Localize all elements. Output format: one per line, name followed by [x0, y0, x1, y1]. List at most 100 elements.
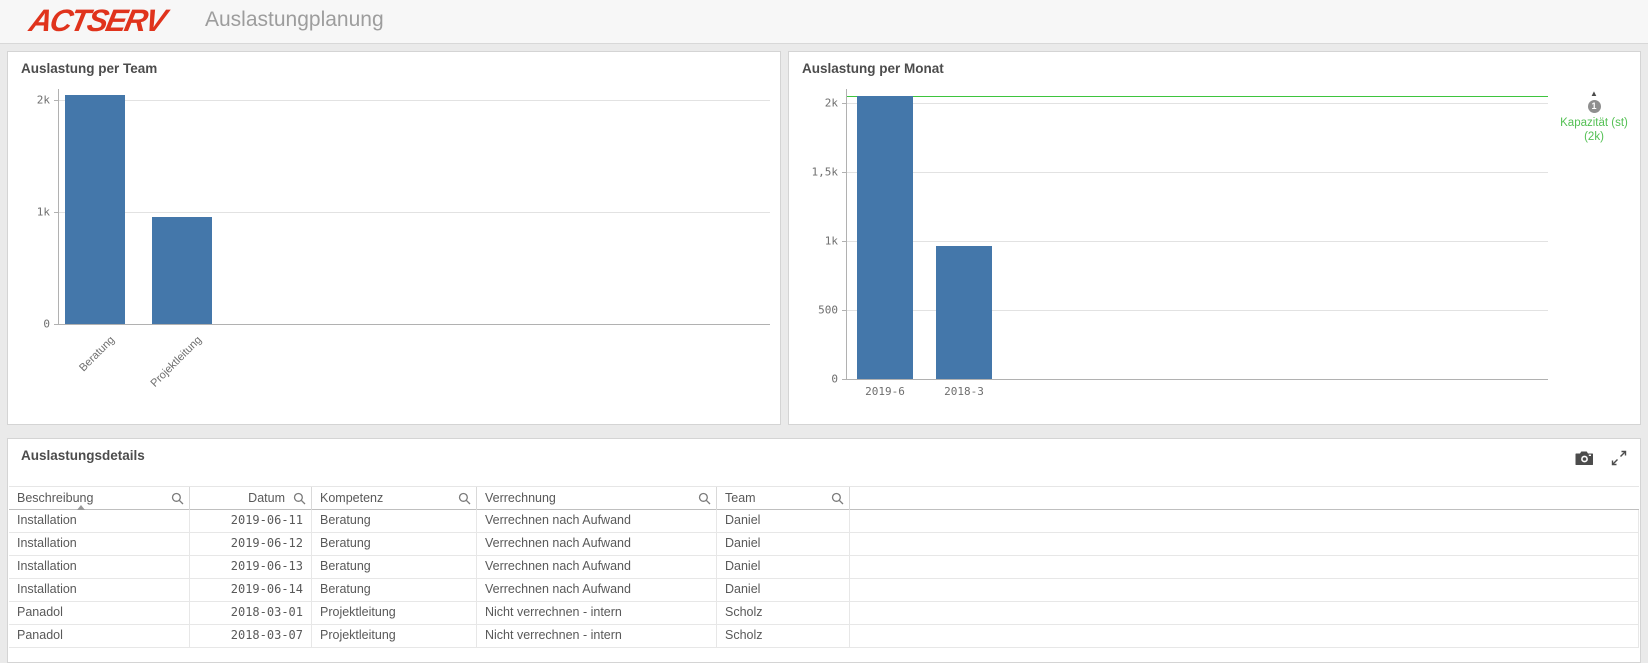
fullscreen-expand-icon[interactable]	[1611, 450, 1627, 466]
table-body: Installation 2019-06-11 Beratung Verrech…	[9, 510, 1639, 662]
sort-ascending-icon	[77, 505, 85, 510]
x-axis-category-label: 2018-3	[944, 385, 984, 398]
bar[interactable]	[152, 216, 212, 324]
y-axis-tick-label: 1k	[824, 234, 838, 248]
y-axis-tick-label: 500	[818, 303, 838, 317]
cell-beschreibung[interactable]: Installation	[9, 533, 190, 555]
x-axis-category-label: Projektleitung	[148, 334, 205, 390]
cell-beschreibung[interactable]: Installation	[9, 510, 190, 532]
column-header-beschreibung[interactable]: Beschreibung	[9, 487, 190, 510]
y-axis-tick-label: 1k	[36, 205, 50, 219]
table-row[interactable]: Installation 2019-06-12 Beratung Verrech…	[9, 533, 1639, 556]
search-icon[interactable]	[293, 492, 306, 508]
column-header-team[interactable]: Team	[717, 487, 850, 510]
reference-line-label: ▲ 1 Kapazität (st) (2k)	[1549, 90, 1639, 144]
cell-datum[interactable]: 2019-06-14	[190, 579, 312, 601]
cell-team[interactable]: Daniel	[717, 579, 850, 601]
cell-kompetenz[interactable]: Beratung	[312, 579, 477, 601]
cell-filler	[850, 602, 1639, 624]
chart-panel-auslastung-per-monat: Auslastung per Monat 0 500 1k 1,5k 2k 2019-6 2…	[788, 51, 1641, 425]
search-icon[interactable]	[458, 492, 471, 508]
cell-filler	[850, 579, 1639, 601]
reference-badge: 1	[1587, 100, 1601, 113]
camera-snapshot-icon[interactable]	[1575, 450, 1594, 466]
table-row[interactable]: Panadol 2018-03-07 Projektleitung Nicht …	[9, 625, 1639, 648]
cell-team[interactable]: Scholz	[717, 602, 850, 624]
table-header-row: Beschreibung Datum Kompetenz	[9, 486, 1639, 510]
cell-datum[interactable]: 2018-03-07	[190, 625, 312, 647]
cell-team[interactable]: Scholz	[717, 625, 850, 647]
cell-verrechnung[interactable]: Verrechnen nach Aufwand	[477, 533, 717, 555]
cell-verrechnung[interactable]: Nicht verrechnen - intern	[477, 625, 717, 647]
capacity-reference-line	[847, 95, 1548, 97]
y-axis-tick-mark	[842, 379, 847, 380]
cell-team[interactable]: Daniel	[717, 510, 850, 532]
chart-title: Auslastung per Team	[21, 61, 158, 76]
chart-title: Auslastung per Monat	[802, 61, 944, 76]
cell-beschreibung[interactable]: Installation	[9, 579, 190, 601]
actserv-logo: ACTSERV	[26, 3, 168, 38]
bar[interactable]	[857, 95, 913, 379]
gridline	[59, 100, 770, 102]
y-axis-tick-label: 2k	[36, 93, 50, 107]
column-header-filler	[850, 487, 1639, 510]
gridline	[847, 102, 1548, 104]
x-axis-category-label: 2019-6	[865, 385, 905, 398]
reference-label-line2: (2k)	[1584, 131, 1604, 143]
cell-kompetenz[interactable]: Beratung	[312, 533, 477, 555]
cell-team[interactable]: Daniel	[717, 556, 850, 578]
app-title: Auslastungplanung	[205, 8, 384, 31]
table-title: Auslastungsdetails	[21, 448, 145, 463]
y-axis-tick-mark	[54, 212, 59, 214]
cell-filler	[850, 510, 1639, 532]
y-axis-tick-mark	[842, 240, 847, 242]
cell-kompetenz[interactable]: Projektleitung	[312, 625, 477, 647]
y-axis-tick-mark	[842, 309, 847, 311]
cell-beschreibung[interactable]: Installation	[9, 556, 190, 578]
y-axis-tick-label: 0	[831, 372, 838, 386]
table-row[interactable]: Installation 2019-06-14 Beratung Verrech…	[9, 579, 1639, 602]
table-row[interactable]: Installation 2019-06-11 Beratung Verrech…	[9, 510, 1639, 533]
search-icon[interactable]	[831, 492, 844, 508]
cell-datum[interactable]: 2019-06-12	[190, 533, 312, 555]
y-axis-tick-label: 2k	[824, 96, 838, 110]
gridline	[847, 240, 1548, 242]
column-header-datum[interactable]: Datum	[190, 487, 312, 510]
search-icon[interactable]	[171, 492, 184, 508]
cell-datum[interactable]: 2019-06-13	[190, 556, 312, 578]
cell-verrechnung[interactable]: Verrechnen nach Aufwand	[477, 556, 717, 578]
gridline	[59, 212, 770, 214]
cell-datum[interactable]: 2018-03-01	[190, 602, 312, 624]
caret-up-icon: ▲	[1590, 89, 1598, 98]
cell-verrechnung[interactable]: Nicht verrechnen - intern	[477, 602, 717, 624]
reference-label-line1: Kapazität (st)	[1560, 117, 1628, 129]
top-toolbar: ACTSERV Auslastungplanung	[0, 0, 1648, 44]
cell-kompetenz[interactable]: Projektleitung	[312, 602, 477, 624]
cell-team[interactable]: Daniel	[717, 533, 850, 555]
y-axis-tick-label: 1,5k	[811, 165, 839, 179]
table-row[interactable]: Panadol 2018-03-01 Projektleitung Nicht …	[9, 602, 1639, 625]
cell-filler	[850, 556, 1639, 578]
cell-datum[interactable]: 2019-06-11	[190, 510, 312, 532]
bar[interactable]	[936, 246, 992, 379]
cell-kompetenz[interactable]: Beratung	[312, 510, 477, 532]
gridline	[847, 309, 1548, 311]
y-axis-tick-mark	[54, 324, 59, 325]
table-panel-auslastungsdetails: Auslastungsdetails Beschreibung	[7, 438, 1641, 663]
column-header-kompetenz[interactable]: Kompetenz	[312, 487, 477, 510]
cell-verrechnung[interactable]: Verrechnen nach Aufwand	[477, 579, 717, 601]
cell-verrechnung[interactable]: Verrechnen nach Aufwand	[477, 510, 717, 532]
y-axis-tick-label: 0	[43, 317, 50, 331]
column-header-verrechnung[interactable]: Verrechnung	[477, 487, 717, 510]
table-row[interactable]: Installation 2019-06-13 Beratung Verrech…	[9, 556, 1639, 579]
cell-filler	[850, 625, 1639, 647]
cell-kompetenz[interactable]: Beratung	[312, 556, 477, 578]
chart-panel-auslastung-per-team: Auslastung per Team 0 1k 2k Beratung Projekt…	[7, 51, 781, 425]
cell-filler	[850, 533, 1639, 555]
bar-chart-monat-plot: 0 500 1k 1,5k 2k 2019-6 2018-3	[812, 89, 1548, 398]
cell-beschreibung[interactable]: Panadol	[9, 625, 190, 647]
x-axis-category-label: Beratung	[77, 334, 118, 375]
cell-beschreibung[interactable]: Panadol	[9, 602, 190, 624]
bar[interactable]	[65, 94, 125, 324]
search-icon[interactable]	[698, 492, 711, 508]
